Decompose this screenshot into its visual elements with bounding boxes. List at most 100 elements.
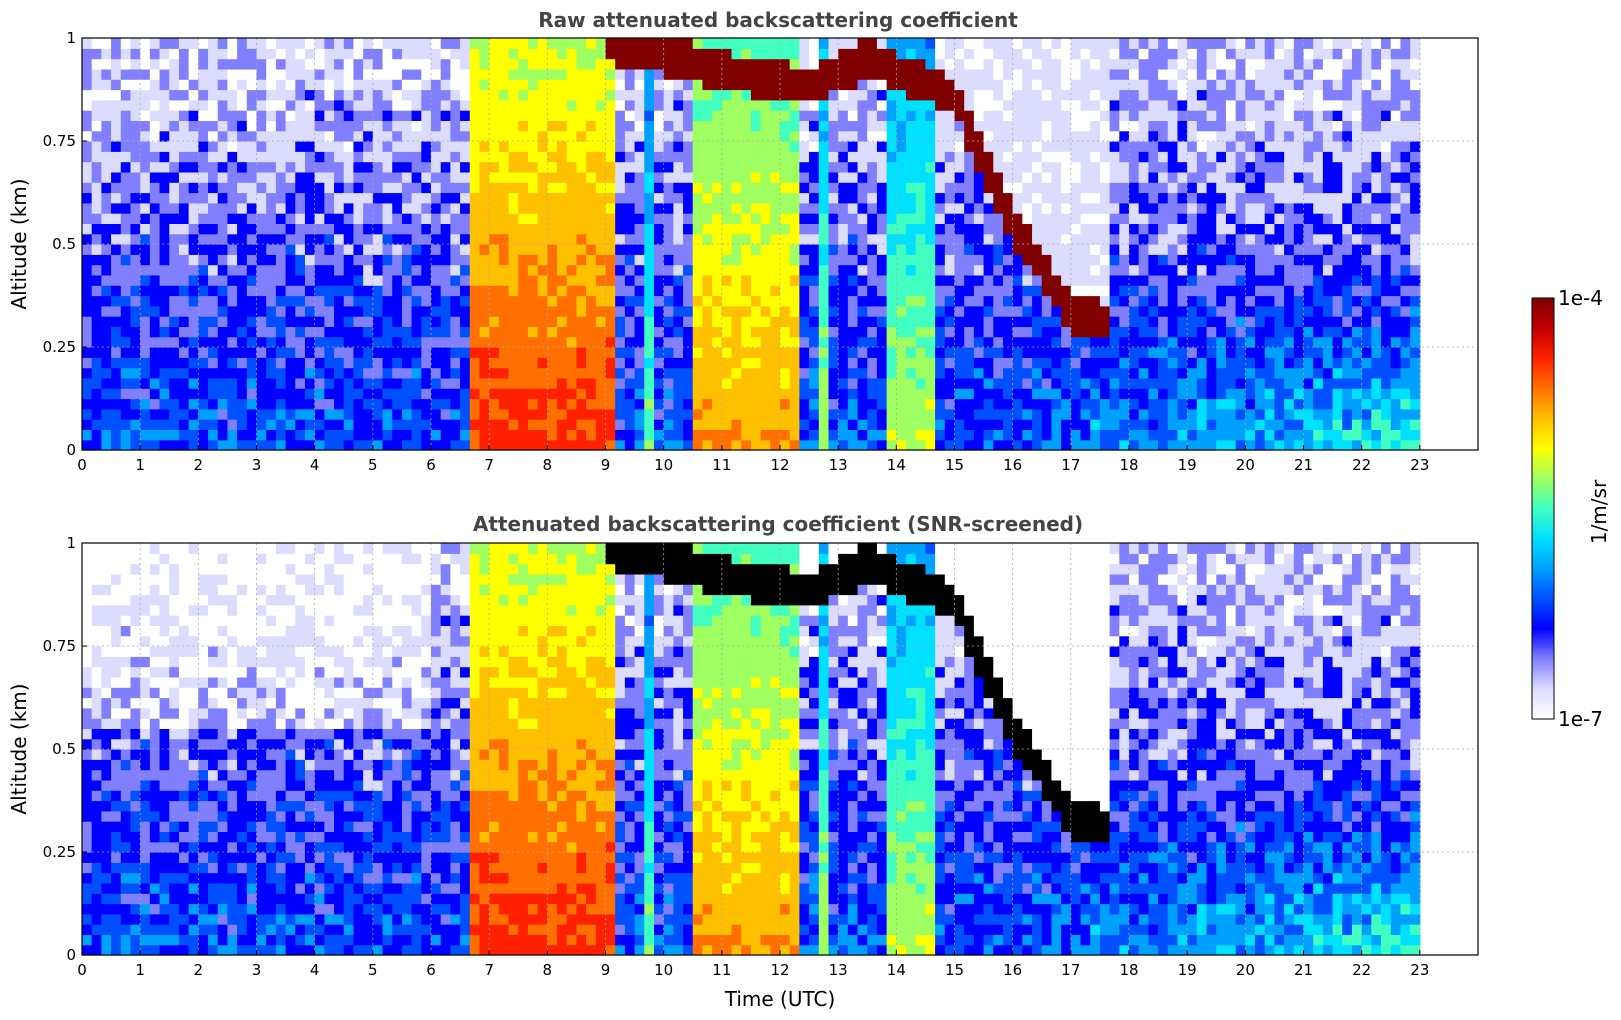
heatmap-cell [615,244,626,255]
heatmap-cell [683,398,694,410]
heatmap-cell [295,48,306,60]
heatmap-cell [566,110,578,121]
heatmap-cell [421,367,432,379]
heatmap-cell [149,182,161,194]
heatmap-cell [634,141,645,152]
heatmap-cell [935,388,946,400]
heatmap-cell [663,213,674,224]
heatmap-cell [431,439,442,451]
heatmap-cell [295,192,306,204]
heatmap-cell [178,99,190,111]
heatmap-cell [760,213,771,224]
heatmap-cell [750,89,762,101]
heatmap-cell [721,233,733,245]
heatmap-cell [857,264,868,276]
heatmap-cell [1012,48,1023,60]
heatmap-cell [91,419,102,430]
heatmap-cell [1225,295,1237,307]
heatmap-cell [557,398,568,410]
heatmap-cell [508,223,519,235]
heatmap-cell [1080,326,1091,338]
heatmap-cell [1235,347,1246,358]
heatmap-cell [721,398,733,410]
heatmap-cell [702,398,713,410]
heatmap-cell [906,398,917,410]
heatmap-cell [983,264,994,276]
heatmap-cell [1090,398,1101,410]
heatmap-cell [130,377,141,389]
heatmap-cell [227,439,238,451]
heatmap-cell [537,192,548,204]
heatmap-cell [227,398,238,410]
heatmap-cell [721,285,733,297]
heatmap-cell [266,408,277,420]
heatmap-cell [1264,336,1276,348]
heatmap-cell [159,285,170,297]
heatmap-cell [353,151,364,163]
heatmap-cell [673,202,684,214]
heatmap-cell [721,99,733,111]
heatmap-cell [566,79,578,91]
heatmap-cell [741,419,752,430]
heatmap-cell [91,171,102,183]
heatmap-cell [809,316,820,327]
heatmap-cell [925,398,936,410]
heatmap-cell [702,408,713,420]
heatmap-cell [382,68,393,80]
heatmap-cell [1041,264,1053,276]
heatmap-cell [1187,295,1198,307]
heatmap-cell [1070,367,1082,379]
heatmap-cell [993,120,1004,132]
heatmap-cell [547,161,558,173]
heatmap-cell [1196,58,1208,70]
heatmap-cell [886,58,897,70]
heatmap-cell [1158,192,1169,204]
heatmap-cell [576,68,587,80]
heatmap-cell [411,429,422,441]
heatmap-cell [363,213,374,224]
heatmap-cell [847,367,859,379]
heatmap-cell [1012,202,1023,214]
heatmap-cell [712,79,723,91]
heatmap-cell [770,367,781,379]
heatmap-cell [605,274,616,286]
heatmap-cell [983,244,994,255]
heatmap-cell [1061,264,1072,276]
heatmap-cell [886,285,897,297]
heatmap-cell [314,223,325,235]
heatmap-cell [586,347,597,358]
heatmap-cell [237,151,248,163]
heatmap-cell [828,48,839,60]
heatmap-cell [518,182,529,194]
heatmap-cell [1061,68,1072,80]
heatmap-cell [1255,68,1266,80]
heatmap-cell [557,38,568,49]
heatmap-cell [644,171,655,183]
heatmap-cell [1177,120,1188,132]
heatmap-cell [1225,254,1237,266]
heatmap-cell [973,285,985,297]
heatmap-cell [1090,182,1101,194]
heatmap-cell [809,79,820,91]
heatmap-cell [120,316,132,327]
heatmap-cell [159,233,170,245]
heatmap-cell [295,285,306,297]
heatmap-cell [595,182,607,194]
heatmap-cell [304,305,316,317]
heatmap-cell [857,182,868,194]
heatmap-cell [363,161,374,173]
heatmap-cell [615,38,626,49]
heatmap-cell [178,305,190,317]
heatmap-cell [266,254,277,266]
heatmap-cell [275,367,287,379]
heatmap-cell [440,408,451,420]
heatmap-cell [1002,161,1014,173]
heatmap-cell [149,161,161,173]
heatmap-cell [624,439,636,451]
heatmap-cell [915,367,927,379]
heatmap-cell [1090,192,1101,204]
heatmap-cell [1099,48,1111,60]
heatmap-cell [702,285,713,297]
heatmap-cell [295,141,306,152]
heatmap-cell [1245,68,1256,80]
